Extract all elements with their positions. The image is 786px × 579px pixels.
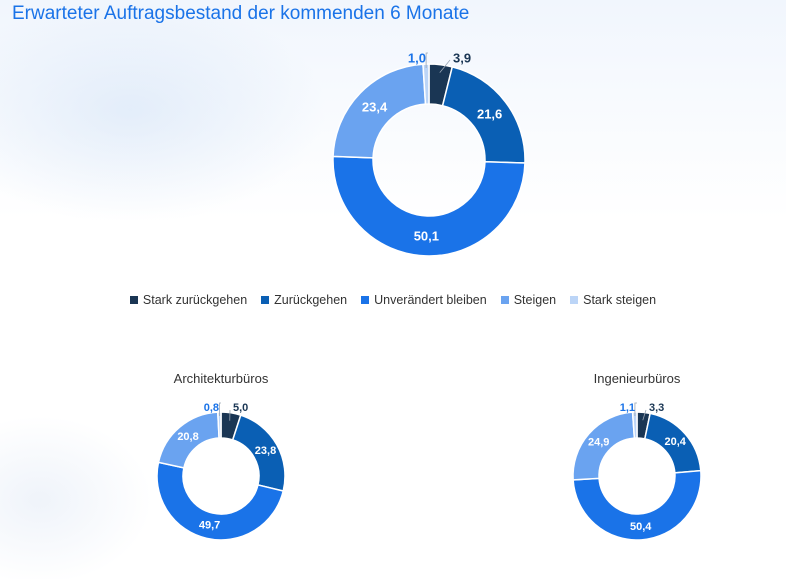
donut-slice <box>572 469 702 541</box>
legend-label: Unverändert bleiben <box>374 293 487 307</box>
chart-title-architekturbueros: Architekturbüros <box>174 371 269 386</box>
donut-slice <box>631 411 638 439</box>
data-label: 24,9 <box>588 436 609 448</box>
legend: Stark zurückgehen Zurückgehen Unveränder… <box>0 293 786 307</box>
legend-item: Stark zurückgehen <box>129 293 248 307</box>
leader-line <box>219 402 221 417</box>
legend-swatch <box>570 296 579 304</box>
data-label: 49,7 <box>199 520 220 532</box>
data-label: 20,4 <box>665 436 687 448</box>
legend-swatch <box>261 296 270 304</box>
data-label: 3,9 <box>453 51 471 66</box>
donut-slice <box>156 461 285 541</box>
legend-item: Stark steigen <box>570 293 656 307</box>
donut-slice <box>217 411 222 439</box>
legend-swatch <box>500 296 509 304</box>
leader-line <box>634 402 637 417</box>
legend-label: Zurückgehen <box>274 293 348 307</box>
legend-label: Stark steigen <box>583 293 657 307</box>
legend-item: Steigen <box>500 293 557 307</box>
data-label: 50,1 <box>414 228 439 243</box>
data-label: 0,8 <box>204 402 219 414</box>
data-label: 50,4 <box>630 521 652 533</box>
data-label: 1,0 <box>408 51 426 66</box>
data-label: 3,3 <box>649 402 664 414</box>
legend-label: Stark zurückgehen <box>142 293 248 307</box>
leader-line <box>425 52 428 69</box>
page-title: Erwarteter Auftragsbestand der kommenden… <box>12 3 470 24</box>
data-label: 5,0 <box>233 402 248 414</box>
legend-swatch <box>361 296 370 304</box>
legend-label: Steigen <box>513 293 557 307</box>
data-label: 23,8 <box>255 445 276 457</box>
donut-slice <box>332 155 526 257</box>
legend-item: Unverändert bleiben <box>361 293 487 307</box>
leader-line <box>439 59 451 73</box>
data-label: 23,4 <box>362 99 388 114</box>
leader-line <box>642 409 647 421</box>
data-label: 1,1 <box>620 402 635 414</box>
chart-title-ingenieurbueros: Ingenieurbüros <box>594 371 681 386</box>
data-label: 20,8 <box>177 431 198 443</box>
legend-swatch <box>129 296 138 304</box>
data-label: 21,6 <box>477 107 502 122</box>
legend-item: Zurückgehen <box>261 293 347 307</box>
donut-slice <box>422 63 430 105</box>
